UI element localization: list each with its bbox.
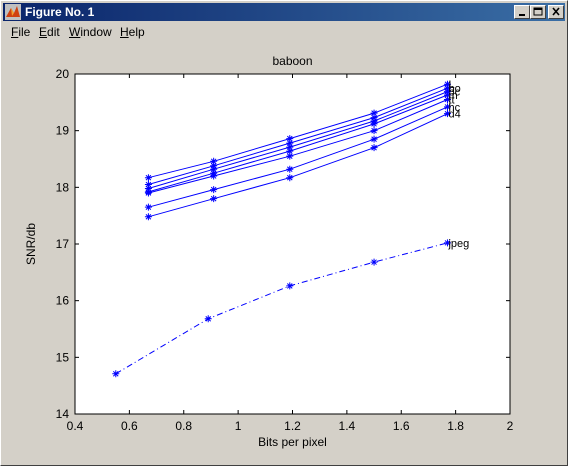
data-point-tt <box>210 172 218 180</box>
x-tick-label: 0.4 <box>67 419 84 433</box>
data-point-tt <box>144 189 152 197</box>
data-point-hc <box>443 103 451 111</box>
data-point-m <box>286 147 294 155</box>
y-axis-label: SNR/db <box>24 223 38 265</box>
data-point-jpeg <box>370 258 378 266</box>
data-point-d4 <box>144 213 152 221</box>
plot-area[interactable] <box>74 73 511 415</box>
data-point-hc <box>144 203 152 211</box>
menu-file-label: ile <box>18 25 31 39</box>
data-point-hc <box>370 135 378 143</box>
data-point-jpeg <box>443 239 451 247</box>
close-button[interactable] <box>548 5 564 19</box>
menu-help-label: elp <box>128 25 145 39</box>
maximize-icon <box>533 7 543 16</box>
data-point-d4 <box>210 195 218 203</box>
data-point-tt <box>370 127 378 135</box>
data-point-bo <box>286 139 294 147</box>
y-tick-label: 18 <box>56 180 70 194</box>
series-label-tt: tt <box>448 95 454 107</box>
maximize-button[interactable] <box>530 5 546 19</box>
data-point-tt <box>286 152 294 160</box>
y-tick-label: 19 <box>56 124 70 138</box>
x-tick-label: 0.8 <box>175 419 192 433</box>
x-tick-label: 1 <box>235 419 242 433</box>
data-point-bo <box>144 181 152 188</box>
x-tick-label: 0.6 <box>121 419 138 433</box>
data-point-jpeg <box>204 315 212 323</box>
x-tick-label: 2 <box>507 419 514 433</box>
menu-edit[interactable]: Edit <box>39 25 60 40</box>
data-point-m <box>443 91 451 99</box>
menu-help-mnemonic: H <box>120 25 129 39</box>
minimize-icon <box>519 14 525 16</box>
chart-title: baboon <box>272 54 312 68</box>
series-label-jpeg: jpeg <box>447 238 469 250</box>
data-point-d4 <box>286 174 294 182</box>
y-tick-label: 15 <box>56 350 70 364</box>
x-axis-label: Bits per pixel <box>258 435 327 449</box>
menu-edit-mnemonic: E <box>39 25 48 39</box>
y-tick-label: 20 <box>56 67 70 81</box>
close-icon <box>552 7 560 16</box>
data-point-hc <box>286 165 294 173</box>
data-point-L <box>370 109 378 117</box>
x-tick-label: 1.2 <box>284 419 301 433</box>
minimize-button[interactable] <box>514 5 530 19</box>
x-tick-label: 1.4 <box>339 419 356 433</box>
data-point-L <box>144 174 152 182</box>
menu-file[interactable]: File <box>11 25 30 40</box>
series-label-d4: d4 <box>448 109 460 121</box>
menu-file-mnemonic: F <box>11 25 19 39</box>
matlab-logo-icon <box>5 4 21 20</box>
x-tick-label: 1.6 <box>393 419 410 433</box>
series-label-m: m <box>448 90 457 102</box>
data-point-jpeg <box>112 370 120 378</box>
x-tick-label: 1.8 <box>447 419 464 433</box>
data-point-d4 <box>370 144 378 152</box>
figure-canvas[interactable]: 0.4 0.6 0.8 1 1.2 1.4 1.6 1.8 2 14 15 16 17 18 19 20 bab… <box>3 43 565 463</box>
data-point-bc <box>286 143 294 151</box>
data-point-L <box>210 157 218 165</box>
menu-window-mnemonic: W <box>69 25 81 39</box>
y-tick-label: 17 <box>56 237 70 251</box>
series-label-hc: hc <box>448 102 460 114</box>
window-title: Figure No. 1 <box>25 5 95 19</box>
menu-help[interactable]: Help <box>120 25 145 40</box>
data-point-hc <box>210 186 218 194</box>
data-point-tt <box>443 96 451 103</box>
y-tick-label: 14 <box>56 407 70 421</box>
series-label-bc: bc <box>448 87 460 99</box>
data-point-L <box>443 80 451 88</box>
data-point-L <box>286 135 294 143</box>
data-point-m <box>370 120 378 128</box>
data-point-d4 <box>443 110 451 118</box>
chart: 0.4 0.6 0.8 1 1.2 1.4 1.6 1.8 2 14 15 16 17 18 19 20 bab… <box>24 54 514 449</box>
series-label-L: L <box>448 79 454 91</box>
menu-edit-label: dit <box>47 25 60 39</box>
menu-window-label: indow <box>80 25 112 39</box>
y-tick-label: 16 <box>56 294 70 308</box>
menu-bar: File Edit Window Help <box>3 23 565 42</box>
series-label-bo: bo <box>448 83 460 95</box>
menu-window[interactable]: Window <box>69 25 112 40</box>
title-bar[interactable]: Figure No. 1 <box>3 3 565 21</box>
data-point-jpeg <box>286 282 294 290</box>
data-point-bc <box>210 165 218 173</box>
